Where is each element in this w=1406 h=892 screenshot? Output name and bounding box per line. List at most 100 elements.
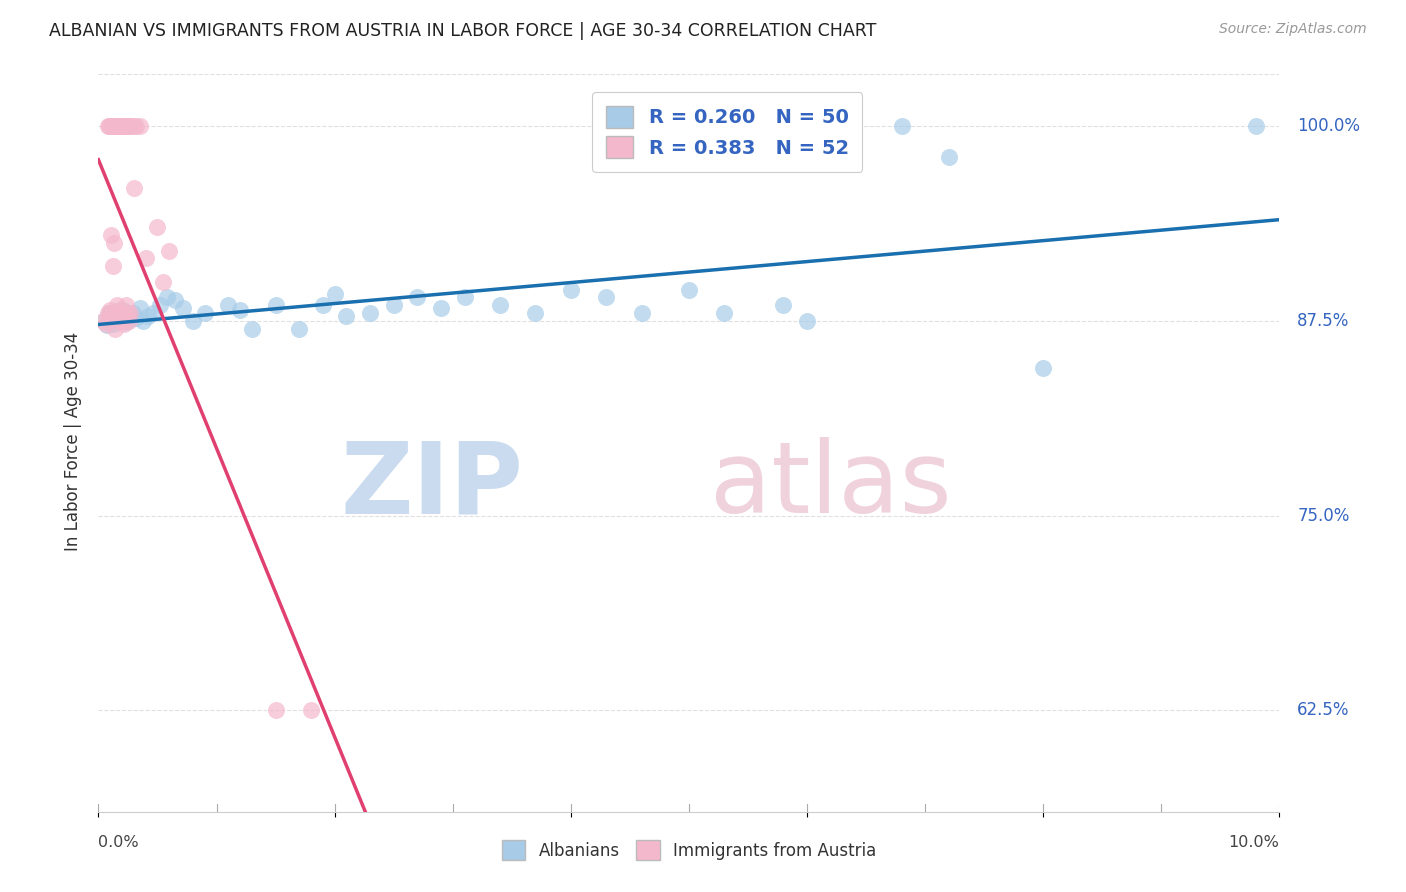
Text: 10.0%: 10.0%	[1229, 835, 1279, 850]
Point	[165, 293, 187, 308]
Point	[105, 119, 128, 133]
Point	[117, 119, 139, 133]
Point	[108, 302, 131, 317]
Point	[103, 235, 125, 250]
Point	[104, 119, 127, 133]
Point	[112, 119, 135, 133]
Point	[100, 119, 122, 133]
Point	[107, 309, 129, 323]
Text: ZIP: ZIP	[340, 437, 523, 534]
Point	[111, 119, 134, 133]
Point	[157, 244, 180, 258]
Point	[288, 321, 311, 335]
Point	[299, 703, 322, 717]
Point	[132, 314, 155, 328]
Point	[96, 318, 118, 333]
Text: Source: ZipAtlas.com: Source: ZipAtlas.com	[1219, 22, 1367, 37]
Text: 62.5%: 62.5%	[1298, 701, 1350, 720]
Point	[112, 119, 135, 133]
Point	[938, 150, 960, 164]
Point	[91, 314, 114, 328]
Point	[1032, 360, 1054, 375]
Point	[489, 298, 512, 312]
Point	[128, 119, 150, 133]
Text: 0.0%: 0.0%	[98, 835, 139, 850]
Point	[114, 298, 136, 312]
Point	[312, 298, 335, 312]
Point	[125, 119, 148, 133]
Point	[125, 310, 148, 325]
Point	[118, 314, 141, 328]
Point	[100, 227, 122, 242]
Point	[335, 309, 357, 323]
Point	[382, 298, 405, 312]
Point	[713, 306, 735, 320]
Point	[97, 119, 120, 133]
Point	[772, 298, 794, 312]
Point	[94, 317, 117, 331]
Point	[111, 314, 134, 328]
Point	[1244, 119, 1267, 133]
Point	[229, 302, 252, 317]
Point	[105, 306, 128, 320]
Point	[117, 306, 139, 320]
Point	[98, 119, 121, 133]
Point	[107, 119, 129, 133]
Point	[181, 314, 204, 328]
Text: 100.0%: 100.0%	[1298, 117, 1360, 135]
Point	[100, 312, 122, 326]
Point	[108, 119, 131, 133]
Point	[117, 308, 139, 322]
Point	[217, 298, 239, 312]
Point	[359, 306, 381, 320]
Point	[430, 301, 453, 316]
Point	[93, 314, 115, 328]
Point	[110, 314, 132, 328]
Point	[678, 283, 700, 297]
Point	[156, 290, 179, 304]
Point	[142, 306, 165, 320]
Point	[110, 306, 132, 320]
Point	[194, 306, 217, 320]
Point	[112, 317, 135, 331]
Point	[114, 315, 136, 329]
Y-axis label: In Labor Force | Age 30-34: In Labor Force | Age 30-34	[63, 332, 82, 551]
Point	[560, 283, 582, 297]
Point	[118, 119, 141, 133]
Point	[121, 306, 143, 320]
Point	[112, 302, 135, 317]
Point	[152, 275, 174, 289]
Point	[122, 119, 145, 133]
Point	[630, 306, 652, 320]
Point	[264, 703, 287, 717]
Point	[105, 304, 128, 318]
Point	[120, 312, 142, 326]
Point	[524, 306, 547, 320]
Point	[105, 298, 128, 312]
Point	[796, 314, 818, 328]
Point	[115, 119, 138, 133]
Point	[135, 252, 157, 266]
Text: 75.0%: 75.0%	[1298, 507, 1350, 524]
Point	[114, 119, 136, 133]
Point	[264, 298, 287, 312]
Point	[595, 290, 617, 304]
Point	[406, 290, 429, 304]
Point	[115, 309, 138, 323]
Point	[112, 306, 135, 320]
Point	[103, 317, 125, 331]
Point	[103, 119, 125, 133]
Point	[890, 119, 912, 133]
Point	[98, 302, 121, 317]
Text: ALBANIAN VS IMMIGRANTS FROM AUSTRIA IN LABOR FORCE | AGE 30-34 CORRELATION CHART: ALBANIAN VS IMMIGRANTS FROM AUSTRIA IN L…	[49, 22, 876, 40]
Point	[101, 119, 124, 133]
Point	[128, 301, 150, 316]
Point	[107, 314, 129, 328]
Point	[149, 298, 172, 312]
Text: atlas: atlas	[710, 437, 952, 534]
Point	[240, 321, 263, 335]
Point	[172, 301, 194, 316]
Point	[121, 119, 143, 133]
Point	[453, 290, 475, 304]
Point	[146, 220, 169, 235]
